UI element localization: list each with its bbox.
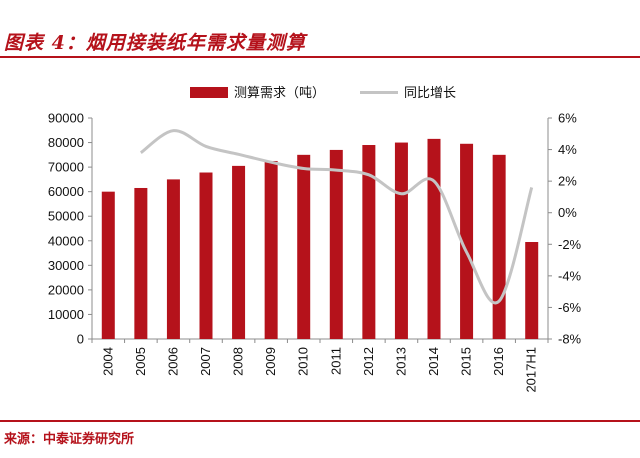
legend: 测算需求（吨） 同比增长 — [190, 86, 456, 101]
bar-2007 — [199, 172, 213, 339]
bar-2014 — [427, 138, 441, 339]
left-tick-label: 0 — [77, 332, 84, 347]
left-tick-label: 70000 — [48, 160, 84, 175]
x-tick-label: 2009 — [263, 347, 278, 376]
legend-bar-swatch — [190, 87, 228, 98]
bar-2015 — [460, 143, 474, 339]
x-tick-label: 2014 — [426, 347, 441, 376]
x-tick-label: 2010 — [296, 347, 311, 376]
right-tick-label: -6% — [558, 300, 582, 315]
bar-2009 — [264, 160, 278, 339]
x-tick-label: 2015 — [459, 347, 474, 376]
right-tick-label: -2% — [558, 237, 582, 252]
legend-line-label: 同比增长 — [404, 86, 456, 101]
right-tick-label: 6% — [558, 111, 577, 126]
figure-title: 图表 4：烟用接装纸年需求量测算 — [4, 32, 306, 54]
bar-2010 — [297, 154, 311, 339]
right-tick-label: 0% — [558, 205, 577, 220]
left-tick-label: 50000 — [48, 209, 84, 224]
x-tick-label: 2013 — [393, 347, 408, 376]
bar-2011 — [329, 149, 343, 339]
right-tick-label: -8% — [558, 332, 582, 347]
x-tick-label: 2011 — [328, 347, 343, 375]
bar-2005 — [134, 187, 148, 339]
x-tick-label: 2008 — [231, 347, 246, 376]
right-tick-label: 4% — [558, 142, 577, 157]
left-tick-label: 10000 — [48, 307, 84, 322]
tick-labels: 0 10000 20000 30000 40000 50000 60000 70000 8000… — [48, 111, 582, 393]
x-tick-label: 2012 — [361, 347, 376, 376]
bar-2004 — [101, 191, 115, 339]
bar-2016 — [492, 154, 506, 339]
bar-2013 — [394, 142, 408, 339]
growth-line-path — [139, 129, 534, 305]
left-tick-label: 40000 — [48, 233, 84, 248]
left-tick-label: 20000 — [48, 282, 84, 297]
bar-2017H1 — [525, 242, 539, 339]
left-tick-label: 60000 — [48, 184, 84, 199]
bar-2008 — [232, 165, 246, 339]
source-rule — [0, 420, 640, 422]
bar-2012 — [362, 145, 376, 339]
source-note: 来源：中泰证券研究所 — [4, 432, 135, 447]
legend-bar-label: 测算需求（吨） — [234, 86, 325, 101]
x-tick-label: 2007 — [198, 347, 213, 376]
x-tick-label: 2004 — [100, 347, 115, 376]
x-tick-label: 2005 — [133, 347, 148, 376]
x-tick-label: 2006 — [165, 347, 180, 376]
x-tick-label: 2017H1 — [524, 347, 539, 393]
right-tick-label: 2% — [558, 174, 577, 189]
left-tick-label: 30000 — [48, 258, 84, 273]
left-tick-label: 80000 — [48, 135, 84, 150]
growth-line — [139, 129, 534, 305]
axes — [88, 117, 552, 343]
bar-2006 — [166, 179, 180, 339]
left-tick-label: 90000 — [48, 111, 84, 126]
title-rule — [0, 56, 640, 58]
right-tick-label: -4% — [558, 268, 582, 283]
x-tick-label: 2016 — [491, 347, 506, 376]
